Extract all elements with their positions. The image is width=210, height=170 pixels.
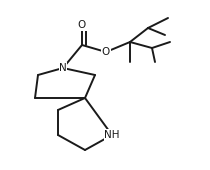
Text: NH: NH: [104, 130, 120, 140]
Text: O: O: [78, 20, 86, 30]
Text: O: O: [102, 47, 110, 57]
Text: N: N: [59, 63, 67, 73]
